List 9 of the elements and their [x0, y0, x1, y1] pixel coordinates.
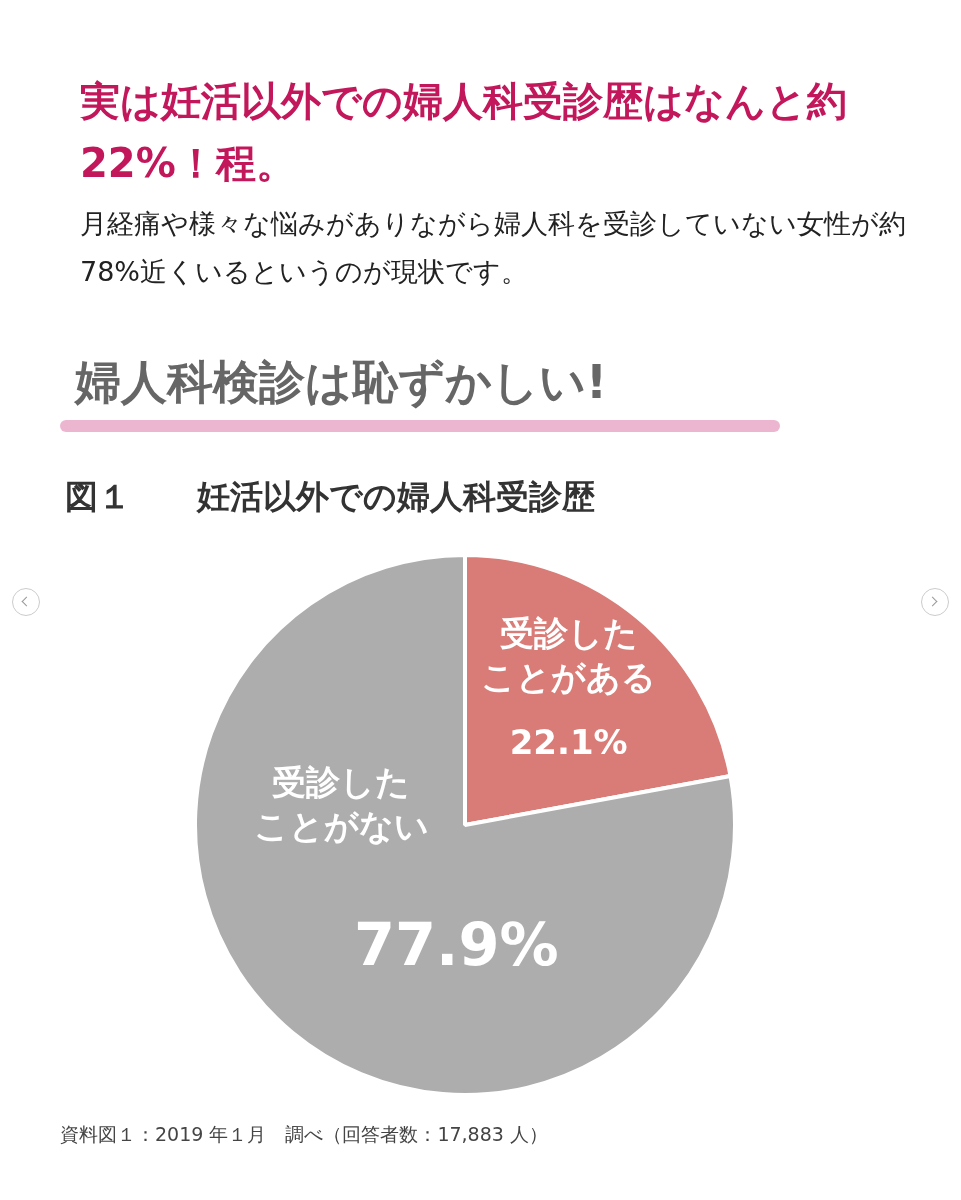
slice-label: 受診したことがある — [481, 613, 657, 698]
text: 資料図１：2019 年１月 調べ（回答者数：17,883 人） — [60, 1122, 548, 1147]
slice-label: 受診したことがない — [253, 762, 429, 847]
data-label: 77.9% — [354, 909, 559, 979]
data-label: 22.1% — [509, 722, 628, 763]
chart-subtitle: 月経痛や様々な悩みがありながら婦人科を受診していない女性が約 78%近くいるというのが現状です。 — [80, 207, 907, 289]
caption: 図１ 妊活以外での婦人科受診歴 — [65, 476, 595, 518]
text: 婦人科検診は恥ずかしい! — [75, 354, 607, 411]
chart-title: 実は妊活以外での婦人科受診歴はなんと約 22%！程。 — [80, 77, 848, 188]
